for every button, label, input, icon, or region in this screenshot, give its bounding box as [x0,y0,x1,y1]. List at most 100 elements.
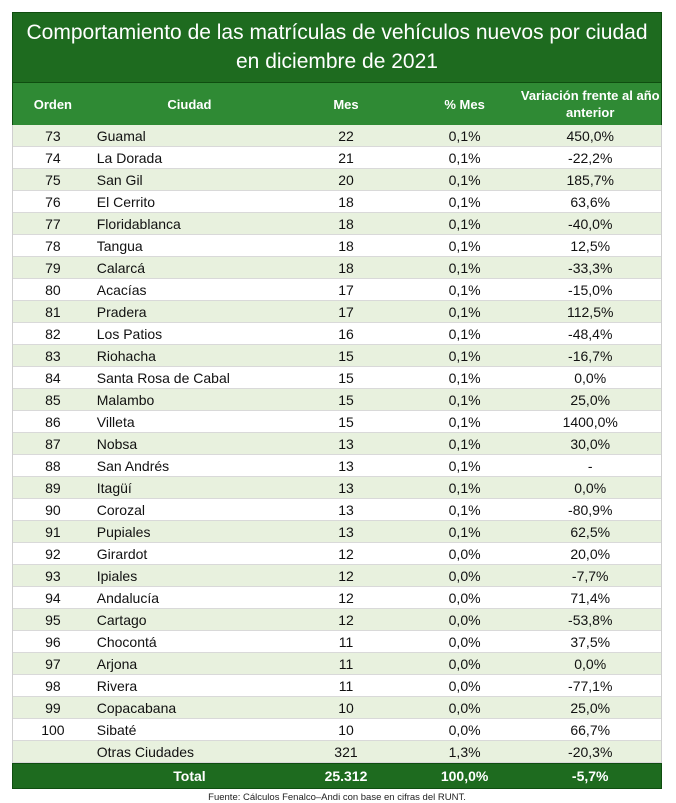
cell-orden: 76 [45,193,61,210]
table-title: Comportamiento de las matrículas de vehí… [12,12,662,83]
cell-ciudad: Arjona [96,655,138,672]
cell-mes: 10 [338,721,354,738]
cell-ciudad: Ipiales [96,567,138,584]
cell-mes: 13 [338,479,354,496]
table-row: 94 Andalucía 12 0,0% 71,4% [13,587,661,609]
table-row: 81 Pradera 17 0,1% 112,5% [13,301,661,323]
table-row: 93 Ipiales 12 0,0% -7,7% [13,565,661,587]
cell-ciudad: Otras Ciudades [96,743,195,760]
table-row: 79 Calarcá 18 0,1% -33,3% [13,257,661,279]
cell-variacion: - [587,457,593,474]
cell-ciudad: Girardot [96,545,148,562]
cell-pct-mes: 0,0% [448,699,481,716]
cell-ciudad: Pupiales [96,523,151,540]
table-row: 90 Corozal 13 0,1% -80,9% [13,499,661,521]
cell-mes: 13 [338,435,354,452]
table-row: 76 El Cerrito 18 0,1% 63,6% [13,191,661,213]
source-note: Fuente: Cálculos Fenalco–Andi con base e… [208,792,466,803]
cell-ciudad: Pradera [96,303,147,320]
cell-pct-mes: 0,1% [448,127,481,144]
cell-mes: 22 [338,127,354,144]
cell-ciudad: Sibaté [96,721,137,738]
cell-orden: 85 [45,391,61,408]
table-row: 75 San Gil 20 0,1% 185,7% [13,169,661,191]
cell-ciudad: Tangua [96,237,143,254]
cell-variacion: 62,5% [570,523,611,540]
cell-orden: 100 [41,721,65,738]
cell-variacion: 112,5% [566,303,614,320]
cell-orden: 88 [45,457,61,474]
cell-mes: 321 [334,743,358,760]
cell-ciudad: Acacías [96,281,147,298]
total-pct: 100,0% [440,768,489,784]
cell-ciudad: San Andrés [96,457,170,474]
cell-variacion: 25,0% [570,699,611,716]
cell-pct-mes: 0,1% [448,325,481,342]
table-header: Orden Ciudad Mes % Mes Variación frente … [12,83,662,125]
table-row: 99 Copacabana 10 0,0% 25,0% [13,697,661,719]
cell-ciudad: San Gil [96,171,143,188]
cell-variacion: 37,5% [570,633,611,650]
header-orden: Orden [33,96,73,112]
cell-variacion: 30,0% [570,435,611,452]
cell-ciudad: Guamal [96,127,146,144]
cell-ciudad: Copacabana [96,699,177,716]
cell-pct-mes: 0,0% [448,567,481,584]
cell-variacion: -22,2% [568,149,613,166]
table-row: 87 Nobsa 13 0,1% 30,0% [13,433,661,455]
cell-mes: 18 [338,259,354,276]
cell-pct-mes: 0,1% [448,435,481,452]
table-row: 98 Rivera 11 0,0% -77,1% [13,675,661,697]
table-row: 74 La Dorada 21 0,1% -22,2% [13,147,661,169]
cell-mes: 13 [338,501,354,518]
cell-orden: 96 [45,633,61,650]
total-label: Total [173,768,206,784]
cell-variacion: -16,7% [568,347,613,364]
cell-orden: 91 [45,523,61,540]
cell-mes: 15 [338,413,354,430]
table-row: 80 Acacías 17 0,1% -15,0% [13,279,661,301]
cell-orden: 94 [45,589,61,606]
table-row: Otras Ciudades 321 1,3% -20,3% [13,741,661,763]
header-pct-mes: % Mes [444,96,485,112]
cell-pct-mes: 0,0% [448,611,481,628]
table-row: 100 Sibaté 10 0,0% 66,7% [13,719,661,741]
cell-ciudad: Itagüí [96,479,132,496]
cell-pct-mes: 0,1% [448,171,481,188]
table-row: 92 Girardot 12 0,0% 20,0% [13,543,661,565]
cell-orden: 80 [45,281,61,298]
cell-ciudad: El Cerrito [96,193,156,210]
cell-ciudad: Andalucía [96,589,160,606]
table-row: 84 Santa Rosa de Cabal 15 0,1% 0,0% [13,367,661,389]
cell-pct-mes: 0,0% [448,633,481,650]
cell-mes: 18 [338,193,354,210]
cell-orden: 77 [45,215,61,232]
cell-orden: 90 [45,501,61,518]
cell-mes: 16 [338,325,354,342]
cell-ciudad: Villeta [96,413,135,430]
cell-orden: 98 [45,677,61,694]
cell-variacion: -48,4% [568,325,613,342]
cell-pct-mes: 0,1% [448,237,481,254]
cell-ciudad: Calarcá [96,259,145,276]
cell-variacion: -7,7% [571,567,609,584]
cell-variacion: 20,0% [570,545,611,562]
cell-mes: 12 [338,611,354,628]
cell-ciudad: Los Patios [96,325,163,342]
cell-orden: 87 [45,435,61,452]
header-mes: Mes [333,96,359,112]
cell-pct-mes: 0,1% [448,259,481,276]
table-row: 82 Los Patios 16 0,1% -48,4% [13,323,661,345]
table-row: 91 Pupiales 13 0,1% 62,5% [13,521,661,543]
total-row: Total 25.312 100,0% -5,7% [12,763,662,789]
cell-mes: 18 [338,215,354,232]
cell-ciudad: Corozal [96,501,145,518]
cell-mes: 11 [338,633,354,650]
total-variacion: -5,7% [571,768,609,784]
cell-orden: 83 [45,347,61,364]
cell-variacion: 25,0% [570,391,611,408]
cell-variacion: -33,3% [568,259,613,276]
cell-variacion: 0,0% [574,369,607,386]
cell-mes: 12 [338,545,354,562]
cell-orden: 93 [45,567,61,584]
